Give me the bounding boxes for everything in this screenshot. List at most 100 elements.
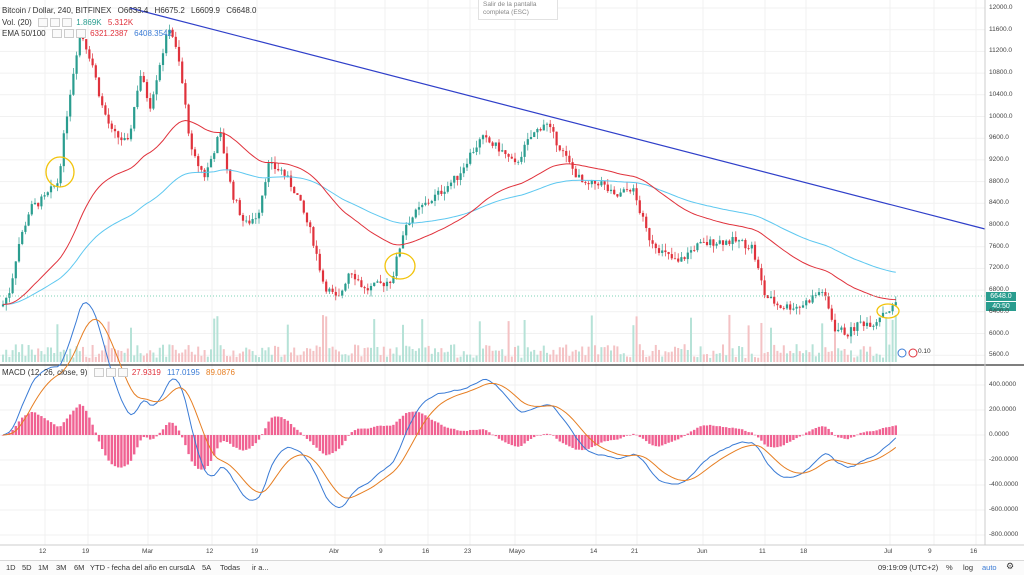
volume-legend[interactable]: Vol. (20) 1.869K 5.312K <box>2 18 137 28</box>
macd-tick-label: -800.0000 <box>989 531 1019 538</box>
macd-label: MACD (12, 26, close, 9) <box>2 368 88 377</box>
event-marker-icon[interactable] <box>897 348 918 358</box>
time-tick-label: 9 <box>928 548 932 555</box>
bottom-toolbar: 1D 5D 1M 3M 6M YTD - fecha del año en cu… <box>0 560 1024 575</box>
ohlc-open: O6633.4 <box>117 6 149 15</box>
price-tick-label: 12000.0 <box>989 4 1013 11</box>
timeframe-1m[interactable]: 1M <box>38 563 49 572</box>
price-tick-label: 10000.0 <box>989 112 1013 120</box>
timeframe-6m[interactable]: 6M <box>74 563 85 572</box>
macd-histogram <box>1 404 897 470</box>
time-tick-label: Jul <box>884 548 893 555</box>
clock-display[interactable]: 09:19:09 (UTC+2) <box>878 563 939 572</box>
timeframe-5y[interactable]: 5A <box>202 563 212 572</box>
time-tick-label: Jun <box>697 548 708 555</box>
time-tick-label: 18 <box>800 548 808 555</box>
time-tick-label: 11 <box>759 548 766 555</box>
percent-scale-toggle[interactable]: % <box>946 563 953 572</box>
signal-value: 89.0876 <box>206 368 235 377</box>
annotation-circles[interactable] <box>45 156 900 319</box>
ema-legend[interactable]: EMA 50/100 6321.2387 6408.3542 <box>2 29 176 39</box>
fullscreen-tooltip: Salir de la pantalla completa (ESC) <box>478 0 558 20</box>
symbol-title: Bitcoin / Dollar, 240, BITFINEX <box>2 6 112 15</box>
price-tick-label: 11600.0 <box>989 25 1013 33</box>
macd-tick-label: -400.0000 <box>989 481 1019 488</box>
marker-value: 0.10 <box>918 348 931 355</box>
price-tick-label: 10800.0 <box>989 69 1013 77</box>
gear-icon[interactable]: ⚙ <box>1006 561 1015 571</box>
price-tick-label: 8400.0 <box>989 199 1009 207</box>
macd-legend[interactable]: MACD (12, 26, close, 9) 27.9319 117.0195… <box>2 368 239 378</box>
time-tick-label: 12 <box>39 548 47 555</box>
price-tick-label: 6000.0 <box>989 329 1009 337</box>
candlesticks <box>1 24 897 344</box>
macd-line <box>2 302 897 509</box>
time-tick-label: 16 <box>422 548 430 555</box>
price-tick-label: 9600.0 <box>989 134 1009 142</box>
bar-countdown-tag: 40:50 <box>986 302 1016 311</box>
price-tick-label: 8000.0 <box>989 221 1009 228</box>
price-tick-label: 6800.0 <box>989 286 1009 294</box>
timeframe-all[interactable]: Todas <box>220 563 241 572</box>
ohlc-low: L6609.9 <box>191 6 220 15</box>
time-tick-label: 21 <box>631 548 639 555</box>
macd-tick-label: 200.0000 <box>989 406 1017 413</box>
macd-tick-label: -200.0000 <box>989 456 1019 463</box>
time-tick-label: 19 <box>251 548 259 555</box>
price-tick-label: 10400.0 <box>989 90 1013 98</box>
ema-slow-value: 6408.3542 <box>134 29 172 38</box>
price-tick-label: 9200.0 <box>989 155 1009 163</box>
macd-hist-value: 27.9319 <box>131 368 161 377</box>
grid-lines <box>0 0 985 545</box>
close-icon[interactable] <box>75 29 86 39</box>
volume-value: 1.869K <box>76 18 102 27</box>
ohlc-high: H6675.2 <box>154 6 185 15</box>
go-to-date-button[interactable]: ir a... <box>252 563 269 572</box>
timeframe-5d[interactable]: 5D <box>22 563 32 572</box>
eye-icon[interactable] <box>51 29 62 39</box>
timeframe-3m[interactable]: 3M <box>56 563 67 572</box>
symbol-legend[interactable]: Bitcoin / Dollar, 240, BITFINEX O6633.4 … <box>2 6 260 16</box>
last-price-tag: 6648.0 <box>986 292 1016 301</box>
time-tick-label: Abr <box>329 548 340 555</box>
volume-ma-value: 5.312K <box>107 18 134 27</box>
macd-value: 117.0195 <box>167 368 200 377</box>
close-icon[interactable] <box>117 368 128 378</box>
timeframe-ytd[interactable]: YTD - fecha del año en curso <box>90 563 188 572</box>
trendline[interactable] <box>129 7 986 230</box>
time-tick-label: 12 <box>206 548 214 555</box>
settings-icon[interactable] <box>63 29 74 39</box>
time-tick-label: Mayo <box>509 548 525 555</box>
price-tick-label: 7200.0 <box>989 264 1009 272</box>
eye-icon[interactable] <box>38 18 49 28</box>
settings-icon[interactable] <box>50 18 61 28</box>
price-tick-label: 6400.0 <box>989 307 1009 315</box>
timeframe-1d[interactable]: 1D <box>6 563 16 572</box>
time-tick-label: 9 <box>379 548 383 555</box>
time-tick-label: 19 <box>82 548 90 555</box>
price-tick-label: 8800.0 <box>989 177 1009 185</box>
volume-bars <box>2 314 897 362</box>
ohlc-close: C6648.0 <box>226 6 257 15</box>
timeframe-1y[interactable]: 1A <box>186 563 196 572</box>
time-tick-label: Mar <box>142 548 154 555</box>
eye-icon[interactable] <box>93 368 104 378</box>
macd-tick-label: -600.0000 <box>989 506 1019 513</box>
signal-line <box>2 318 897 499</box>
time-tick-label: 23 <box>464 548 472 555</box>
macd-tick-label: 400.0000 <box>989 381 1017 388</box>
volume-label: Vol. (20) <box>2 18 32 27</box>
time-tick-label: 16 <box>970 548 978 555</box>
ema-50-line <box>2 119 896 305</box>
close-icon[interactable] <box>62 18 73 28</box>
auto-scale-toggle[interactable]: auto <box>982 563 997 572</box>
ema-fast-value: 6321.2387 <box>90 29 128 38</box>
ema-label: EMA 50/100 <box>2 29 46 38</box>
log-scale-toggle[interactable]: log <box>963 563 974 572</box>
price-tick-label: 11200.0 <box>989 47 1013 55</box>
settings-icon[interactable] <box>105 368 116 378</box>
time-tick-label: 14 <box>590 548 598 555</box>
price-tick-label: 5600.0 <box>989 351 1009 359</box>
ema-100-line <box>2 169 896 305</box>
